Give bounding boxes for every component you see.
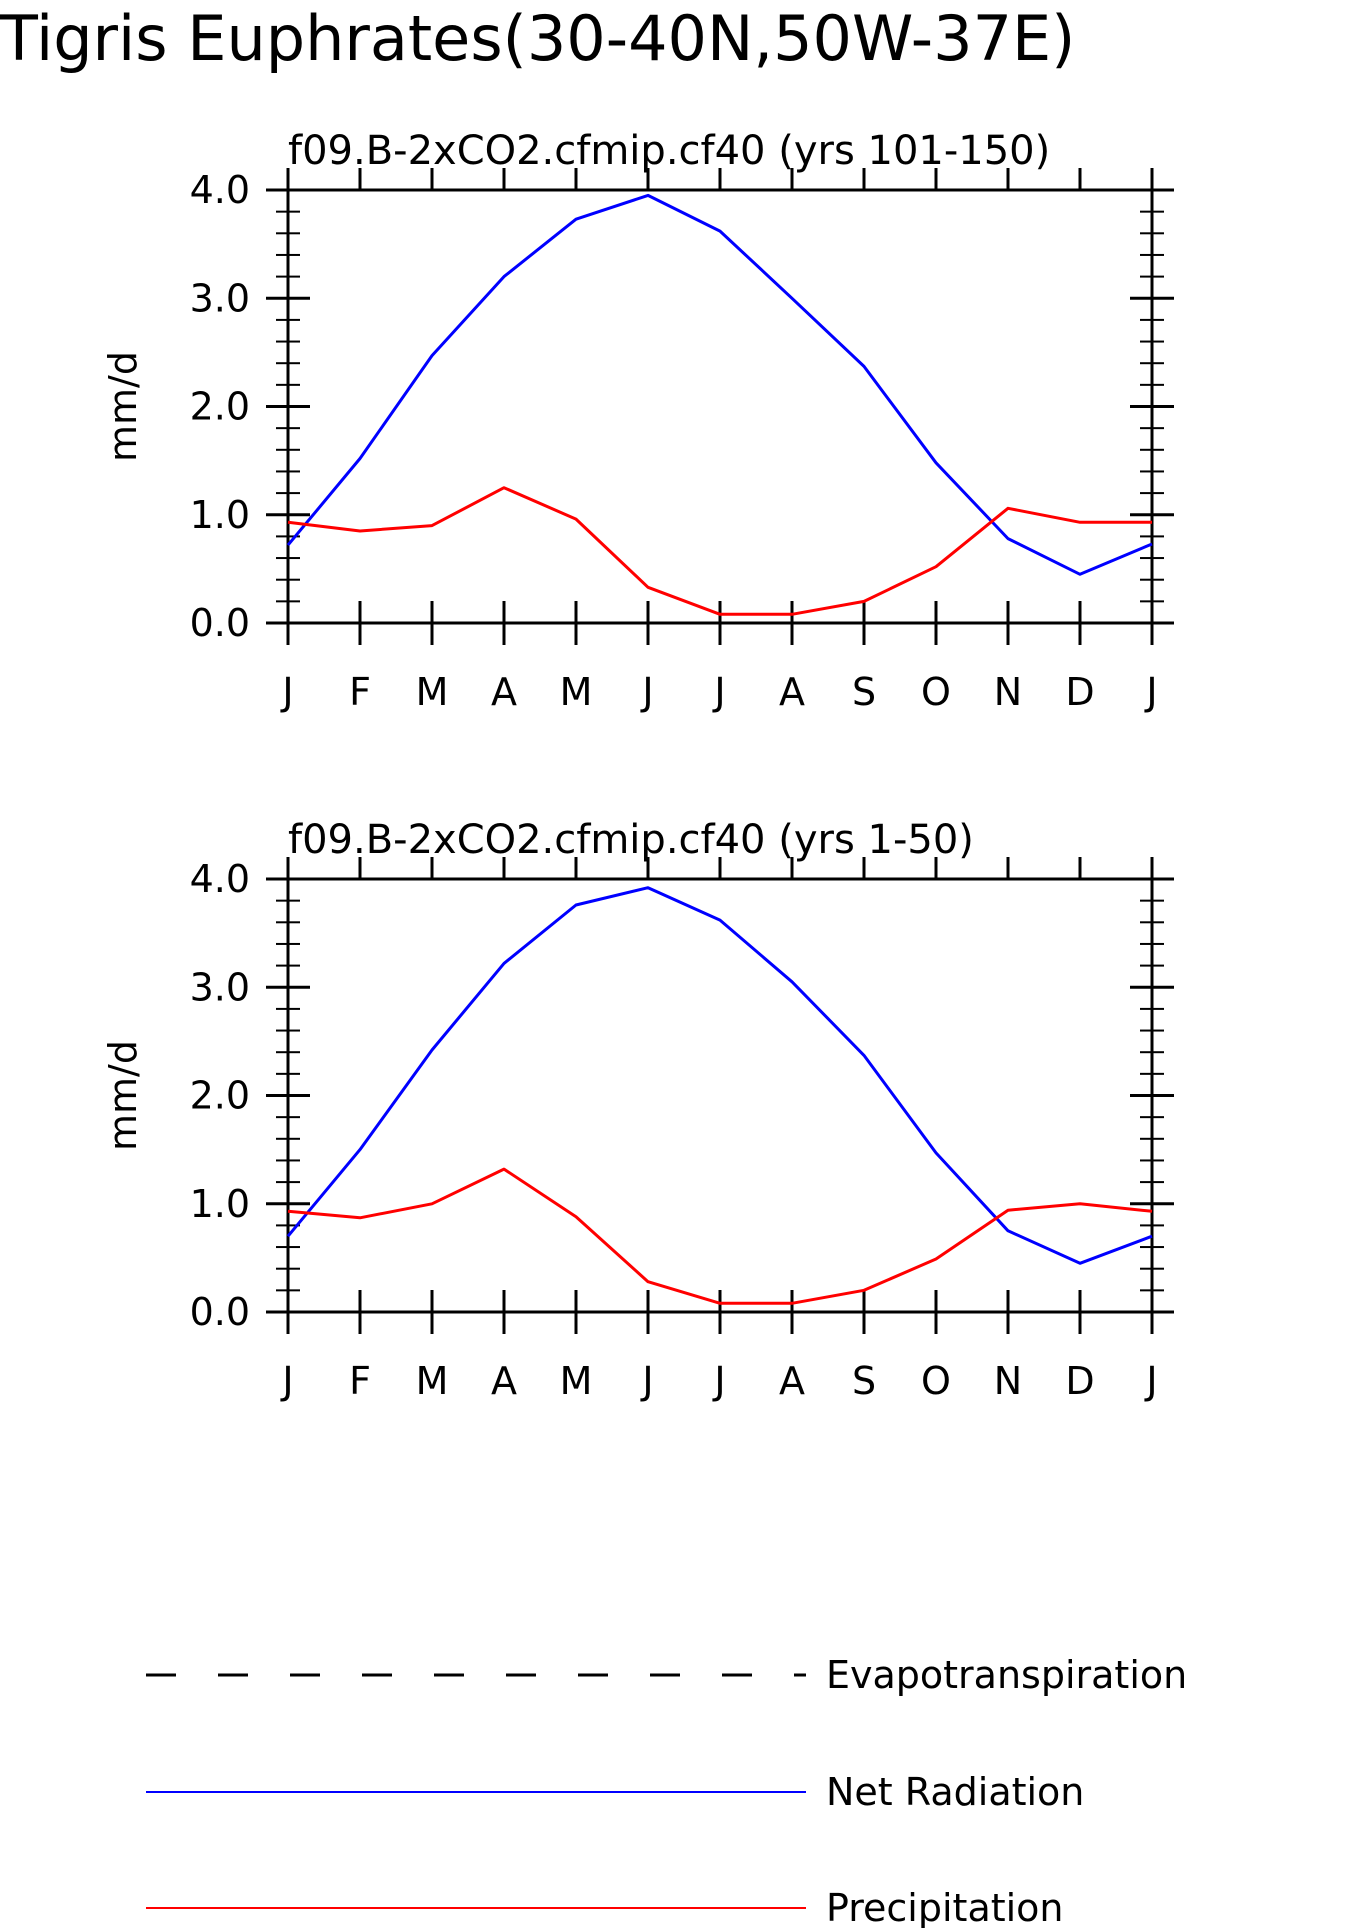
x-tick-label: D [1065, 1359, 1094, 1403]
x-tick-label: J [1144, 1359, 1157, 1403]
series-line-precipitation [287, 1167, 1153, 1305]
x-tick-label: J [1144, 670, 1157, 714]
panel-title: f09.B-2xCO2.cfmip.cf40 (yrs 101-150) [288, 128, 1050, 174]
x-tick-label: M [416, 1359, 449, 1403]
y-tick-label: 4.0 [190, 168, 250, 212]
y-tick-label: 0.0 [190, 1290, 250, 1334]
x-tick-label: A [491, 1359, 517, 1403]
legend-label: Evapotranspiration [826, 1653, 1187, 1697]
y-tick-label: 3.0 [190, 276, 250, 320]
chart-panel-1: f09.B-2xCO2.cfmip.cf40 (yrs 101-150) 0.0 1… [101, 128, 1174, 714]
chart-panel-2: f09.B-2xCO2.cfmip.cf40 (yrs 1-50) 0.0 1.0 2… [101, 817, 1174, 1403]
series-line-precipitation [287, 486, 1152, 616]
y-tick-label: 2.0 [190, 1074, 250, 1118]
y-tick-label: 1.0 [190, 1182, 250, 1226]
x-tick-label: M [560, 1359, 593, 1403]
figure-title: Tigris Euphrates(30-40N,50W-37E) [0, 2, 1075, 75]
x-tick-label: N [994, 1359, 1022, 1403]
y-tick-label: 4.0 [190, 857, 250, 901]
x-tick-label: D [1065, 670, 1094, 714]
series-line-net-radiation [286, 886, 1153, 1265]
x-tick-label: S [852, 1359, 876, 1403]
x-tick-label: J [712, 670, 725, 714]
legend-item-net-radiation: Net Radiation [146, 1770, 1084, 1814]
x-tick-label: A [491, 670, 517, 714]
x-tick-label: J [640, 1359, 653, 1403]
y-tick-label: 2.0 [190, 385, 250, 429]
x-tick-label: J [712, 1359, 725, 1403]
x-tick-label: M [560, 670, 593, 714]
x-tick-label: J [640, 670, 653, 714]
x-tick-label: O [921, 1359, 951, 1403]
y-axis-label: mm/d [101, 1040, 145, 1151]
x-tick-label: O [921, 670, 951, 714]
x-tick-label: N [994, 670, 1022, 714]
x-tick-label: J [280, 1359, 293, 1403]
y-tick-label: 3.0 [190, 965, 250, 1009]
x-tick-label: J [280, 670, 293, 714]
y-axis-label: mm/d [101, 351, 145, 462]
y-tick-label: 0.0 [190, 601, 250, 645]
x-tick-label: F [349, 670, 371, 714]
plot-frame [286, 188, 1154, 625]
x-tick-label: S [852, 670, 876, 714]
x-tick-label: A [779, 1359, 805, 1403]
x-tick-label: M [416, 670, 449, 714]
panel-title: f09.B-2xCO2.cfmip.cf40 (yrs 1-50) [288, 817, 974, 863]
legend-label: Precipitation [826, 1886, 1064, 1928]
legend-label: Net Radiation [826, 1770, 1084, 1814]
legend-item-evapotranspiration: Evapotranspiration [146, 1653, 1187, 1697]
x-tick-label: A [779, 670, 805, 714]
x-tick-label: F [349, 1359, 371, 1403]
plot-frame [286, 877, 1154, 1314]
legend-item-precipitation: Precipitation [146, 1886, 1064, 1928]
y-tick-label: 1.0 [190, 493, 250, 537]
series-line-net-radiation [286, 193, 1153, 576]
